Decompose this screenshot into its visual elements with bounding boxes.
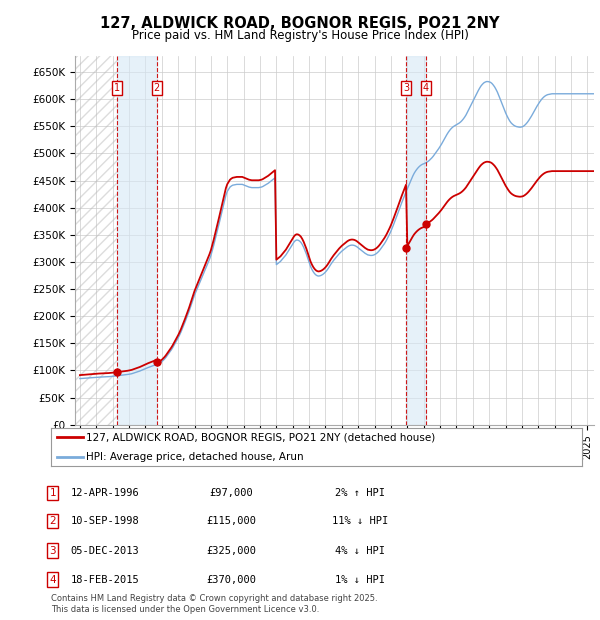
Text: 3: 3 xyxy=(49,546,56,556)
Text: 1% ↓ HPI: 1% ↓ HPI xyxy=(335,575,385,585)
Text: Price paid vs. HM Land Registry's House Price Index (HPI): Price paid vs. HM Land Registry's House … xyxy=(131,29,469,42)
Bar xyxy=(406,56,426,425)
Text: 1: 1 xyxy=(49,488,56,498)
Text: 18-FEB-2015: 18-FEB-2015 xyxy=(71,575,139,585)
Text: £325,000: £325,000 xyxy=(206,546,256,556)
Text: £115,000: £115,000 xyxy=(206,516,256,526)
Text: 2% ↑ HPI: 2% ↑ HPI xyxy=(335,488,385,498)
Bar xyxy=(117,56,157,425)
Text: 12-APR-1996: 12-APR-1996 xyxy=(71,488,139,498)
Text: 127, ALDWICK ROAD, BOGNOR REGIS, PO21 2NY (detached house): 127, ALDWICK ROAD, BOGNOR REGIS, PO21 2N… xyxy=(86,432,435,443)
Text: 127, ALDWICK ROAD, BOGNOR REGIS, PO21 2NY: 127, ALDWICK ROAD, BOGNOR REGIS, PO21 2N… xyxy=(100,16,500,30)
Bar xyxy=(75,56,117,425)
Text: 4: 4 xyxy=(49,575,56,585)
Text: 2: 2 xyxy=(49,516,56,526)
Text: 05-DEC-2013: 05-DEC-2013 xyxy=(71,546,139,556)
Text: 4% ↓ HPI: 4% ↓ HPI xyxy=(335,546,385,556)
Text: £97,000: £97,000 xyxy=(209,488,253,498)
Text: 11% ↓ HPI: 11% ↓ HPI xyxy=(332,516,388,526)
Text: 4: 4 xyxy=(423,83,429,94)
Text: Contains HM Land Registry data © Crown copyright and database right 2025.
This d: Contains HM Land Registry data © Crown c… xyxy=(51,595,377,614)
Text: 1: 1 xyxy=(114,83,121,94)
Text: 10-SEP-1998: 10-SEP-1998 xyxy=(71,516,139,526)
Text: HPI: Average price, detached house, Arun: HPI: Average price, detached house, Arun xyxy=(86,451,303,462)
Text: £370,000: £370,000 xyxy=(206,575,256,585)
Text: 3: 3 xyxy=(403,83,409,94)
Text: 2: 2 xyxy=(154,83,160,94)
